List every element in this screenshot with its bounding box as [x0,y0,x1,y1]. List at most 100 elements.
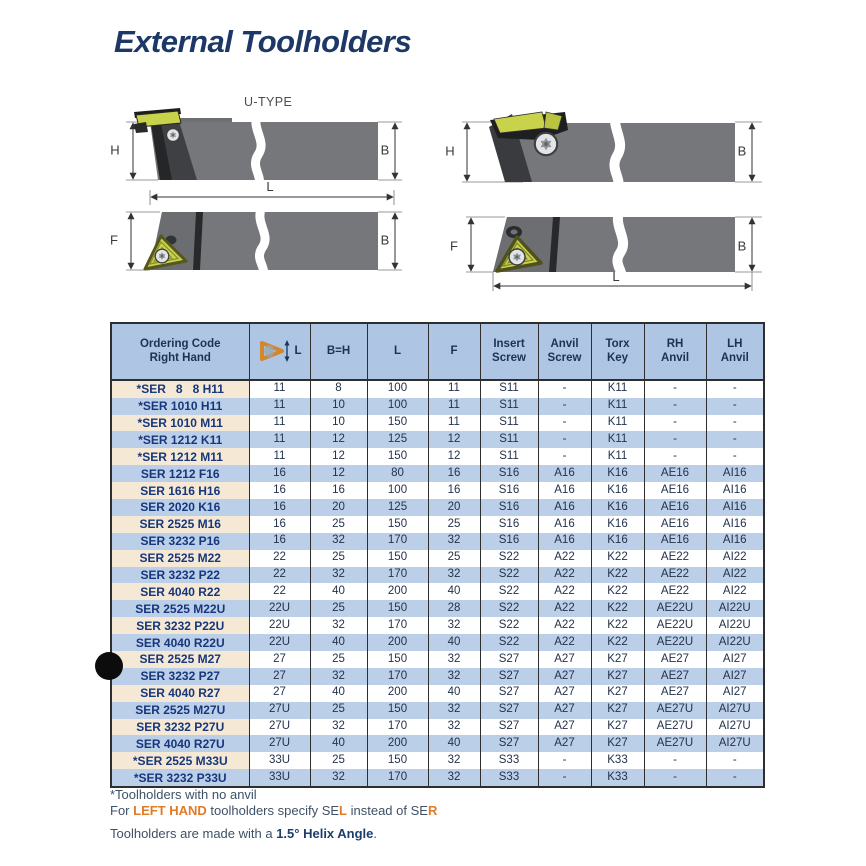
dim-label-b: B [381,232,390,247]
value-cell: A27 [537,667,591,685]
value-cell: A22 [537,583,591,601]
value-cell: K11 [590,448,644,466]
value-cell: AI22U [705,634,764,651]
value-cell: 40 [309,684,367,702]
standard-side-view-diagram: H B [445,103,762,195]
value-cell: - [643,752,706,770]
value-cell: 12 [309,448,367,466]
value-cell: AE22U [643,600,706,618]
value-cell: 16 [248,498,310,516]
value-cell: 27 [248,667,310,685]
value-cell: K27 [590,651,644,668]
dim-label-h: H [110,142,119,157]
page-title: External Toolholders [114,24,412,59]
footnote-no-anvil: *Toolholders with no anvil [110,787,257,802]
dim-label-b: B [381,142,390,157]
value-cell: 80 [366,465,428,483]
value-cell: A22 [537,566,591,584]
value-cell: A27 [537,735,591,753]
value-cell: 16 [427,482,480,499]
value-cell: AE22 [643,566,706,584]
value-cell: - [643,448,706,466]
dim-label-b: B [738,238,747,253]
table-row: SER 2525 M22U 22U 25 150 28 S22 A22 K22 AE22U AI2… [111,600,764,618]
ordering-code-cell: *SER 3232 P33U [111,769,249,788]
ordering-code-cell: SER 4040 R22 [111,583,249,601]
table-row: SER 3232 P27 27 32 170 32 S27 A27 K27 AE27 AI27 [111,667,764,685]
col-rh-anvil: RH Anvil [643,323,706,381]
value-cell: 27U [248,735,310,753]
value-cell: 170 [366,667,428,685]
table-row: SER 4040 R27 27 40 200 40 S27 A27 K27 AE27 AI27 [111,684,764,702]
value-cell: 32 [309,718,367,736]
value-cell: - [705,448,764,466]
value-cell: - [643,431,706,449]
value-cell: AI27 [705,684,764,702]
value-cell: - [705,379,764,398]
value-cell: 11 [248,397,310,415]
value-cell: 150 [366,651,428,668]
table-row: *SER 1010 H11 11 10 100 11 S11- K11- - [111,397,764,415]
value-cell: 40 [309,634,367,651]
value-cell: K22 [590,617,644,635]
table-row: SER 4040 R22U 22U 40 200 40 S22 A22 K22 AE22U AI2… [111,634,764,651]
value-cell: 16 [248,515,310,533]
value-cell: 12 [427,431,480,449]
value-cell: 11 [427,397,480,415]
value-cell: 40 [427,583,480,601]
value-cell: 150 [366,448,428,466]
value-cell: 25 [309,515,367,533]
col-insert-screw: Insert Screw [479,323,538,381]
value-cell: K33 [590,752,644,770]
col-torx-key: Torx Key [590,323,644,381]
dim-label-f: F [450,238,458,253]
value-cell: - [643,379,706,398]
value-cell: S11 [479,448,538,466]
value-cell: K27 [590,667,644,685]
value-cell: 16 [248,532,310,550]
value-cell: 150 [366,701,428,719]
value-cell: K22 [590,583,644,601]
value-cell: A16 [537,465,591,483]
utype-top-view-diagram: L F B [110,179,402,281]
value-cell: - [705,414,764,432]
value-cell: - [537,448,591,466]
value-cell: AI27U [705,701,764,719]
value-cell: AE27U [643,735,706,753]
table-row: SER 3232 P27U 27U 32 170 32 S27 A27 K27 AE27U AI2… [111,718,764,736]
value-cell: 11 [427,379,480,398]
value-cell: 170 [366,718,428,736]
value-cell: S33 [479,769,538,788]
value-cell: - [537,769,591,788]
value-cell: S22 [479,617,538,635]
value-cell: 16 [309,482,367,499]
value-cell: 11 [248,448,310,466]
value-cell: 40 [427,735,480,753]
ordering-code-cell: SER 3232 P16 [111,532,249,550]
value-cell: 27 [248,684,310,702]
value-cell: 12 [427,448,480,466]
value-cell: 22U [248,634,310,651]
ordering-code-cell: *SER 1212 K11 [111,431,249,449]
value-cell: K33 [590,769,644,788]
value-cell: K22 [590,549,644,567]
value-cell: A22 [537,600,591,618]
value-cell: S16 [479,498,538,516]
value-cell: 22U [248,617,310,635]
value-cell: 12 [309,431,367,449]
value-cell: 20 [309,498,367,516]
value-cell: AI27 [705,651,764,668]
value-cell: AI16 [705,482,764,499]
value-cell: AE27 [643,684,706,702]
value-cell: - [705,752,764,770]
toolholder-table: Ordering Code Right Hand L [110,322,765,789]
value-cell: A16 [537,482,591,499]
value-cell: A22 [537,617,591,635]
value-cell: 100 [366,397,428,415]
value-cell: S11 [479,397,538,415]
col-b-equals-h: B=H [309,323,367,381]
value-cell: 25 [309,701,367,719]
insert-size-icon [260,340,290,363]
dim-label-l: L [612,269,619,284]
ordering-code-cell: *SER 1010 M11 [111,414,249,432]
